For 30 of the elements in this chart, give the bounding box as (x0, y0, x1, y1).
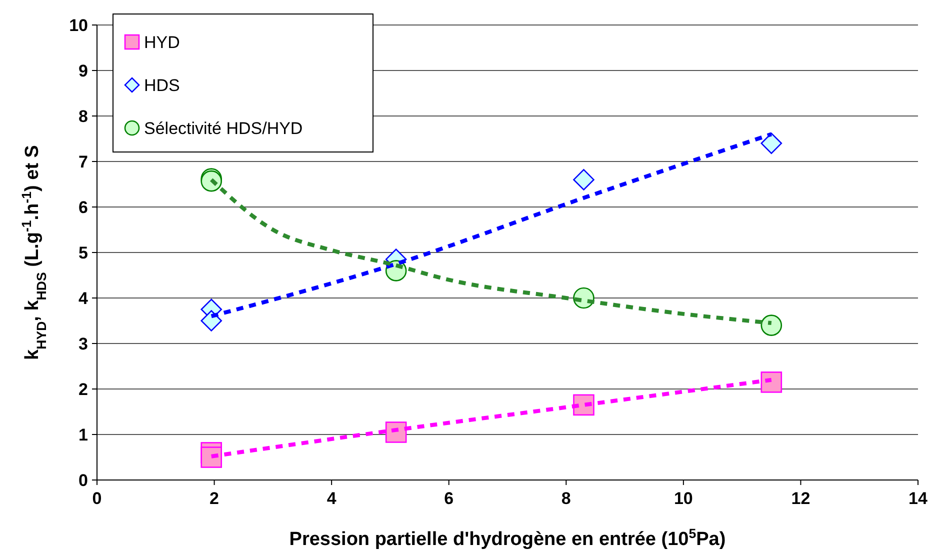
point (760, 132, 782, 154)
y-tick-label: 4 (78, 288, 89, 308)
legend-label: HYD (144, 32, 180, 52)
y-tick-label: 3 (78, 334, 88, 354)
y-tick-label: 5 (78, 243, 88, 262)
x-tick-label: 0 (92, 489, 102, 508)
point (200, 310, 222, 332)
x-tick-label: 14 (908, 489, 928, 508)
y-tick-label: 1 (78, 425, 88, 444)
x-tick-label: 2 (210, 489, 220, 508)
point (760, 372, 782, 393)
x-tick-label: 10 (674, 489, 693, 508)
point (385, 422, 407, 443)
point (760, 314, 782, 336)
y-tick-label: 0 (78, 470, 88, 490)
x-tick-label: 6 (444, 489, 454, 508)
y-tick-label: 9 (78, 61, 88, 80)
x-tick-label: 12 (791, 489, 810, 508)
legend-label: Sélectivité HDS/HYD (144, 118, 303, 138)
point (573, 169, 594, 190)
x-axis-title: Pression partielle d'hydrogène en entrée (10$^{5}$Pa) (289, 526, 726, 550)
legend-label: HDS (144, 76, 180, 95)
y-tick-label: 2 (78, 380, 88, 399)
y-tick-label: 8 (78, 106, 88, 126)
point (200, 446, 222, 468)
y-tick-label: 6 (78, 198, 88, 217)
y-tick-label: 10 (69, 16, 88, 35)
x-tick-label: 8 (561, 489, 571, 508)
y-tick-label: 7 (78, 152, 88, 172)
x-tick-label: 4 (326, 489, 337, 508)
